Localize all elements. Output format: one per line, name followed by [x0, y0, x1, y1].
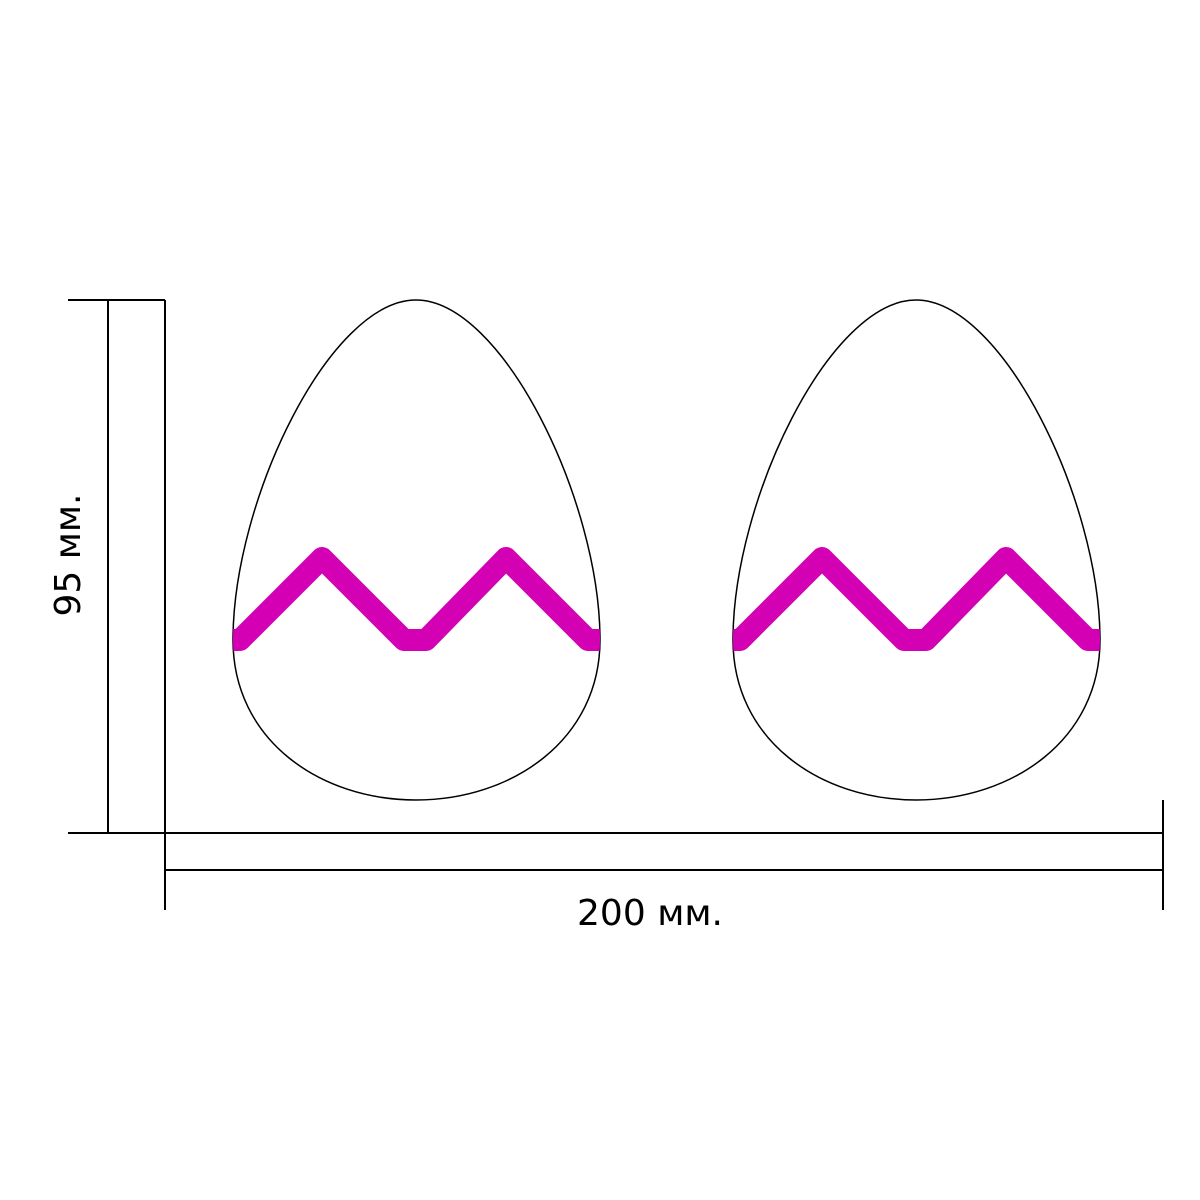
egg-left: [232, 299, 601, 801]
zigzag: [233, 547, 600, 651]
height-dimension: [68, 299, 166, 834]
egg-outline: [732, 299, 1101, 801]
height-label: 95 мм.: [48, 493, 89, 616]
width-dimension: [164, 800, 1164, 910]
zigzag: [733, 547, 1100, 651]
egg-outline: [232, 299, 601, 801]
width-label: 200 мм.: [577, 893, 723, 934]
egg-right: [732, 299, 1101, 801]
